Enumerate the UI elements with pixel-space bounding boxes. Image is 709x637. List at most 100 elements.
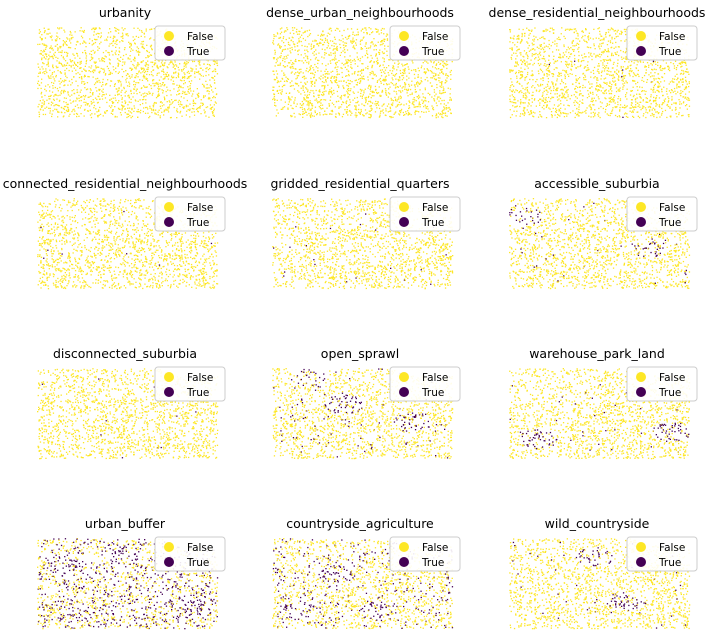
map-point bbox=[183, 69, 184, 70]
map-point bbox=[48, 29, 49, 30]
map-point bbox=[41, 79, 42, 80]
map-point bbox=[531, 31, 532, 32]
map-point bbox=[68, 94, 69, 95]
map-point bbox=[566, 116, 567, 117]
map-point bbox=[608, 29, 609, 30]
map-point bbox=[418, 95, 419, 96]
map-point bbox=[557, 117, 558, 118]
map-point bbox=[412, 60, 413, 61]
map-point bbox=[56, 32, 57, 33]
map-point bbox=[272, 87, 273, 88]
map-point bbox=[440, 98, 441, 99]
map-point bbox=[106, 40, 107, 41]
map-point bbox=[57, 105, 58, 106]
map-point bbox=[280, 81, 281, 82]
map-point bbox=[521, 76, 522, 77]
map-point bbox=[297, 103, 298, 104]
map-point bbox=[510, 117, 511, 118]
map-point bbox=[541, 70, 542, 71]
map-point bbox=[421, 80, 422, 81]
map-point bbox=[639, 86, 640, 87]
map-point bbox=[415, 86, 416, 87]
map-point bbox=[93, 28, 94, 29]
map-point bbox=[138, 111, 139, 112]
map-point bbox=[392, 83, 393, 84]
map-point bbox=[84, 76, 85, 77]
map-point bbox=[295, 97, 296, 98]
map-point bbox=[64, 31, 65, 32]
map-point bbox=[199, 63, 200, 64]
map-point bbox=[347, 28, 348, 29]
map-point bbox=[205, 75, 206, 76]
map-point bbox=[382, 51, 383, 52]
map-point bbox=[301, 27, 302, 28]
map-point bbox=[643, 81, 644, 82]
map-point bbox=[217, 73, 218, 74]
map-point bbox=[385, 90, 386, 91]
map-point bbox=[329, 29, 330, 30]
map-point bbox=[335, 62, 336, 63]
map-point bbox=[55, 52, 56, 53]
map-point bbox=[539, 52, 540, 53]
map-point bbox=[129, 108, 130, 109]
map-point bbox=[442, 73, 443, 74]
map-point bbox=[638, 106, 639, 107]
map-point bbox=[327, 85, 328, 86]
map-point bbox=[182, 107, 183, 108]
map-point bbox=[686, 87, 687, 88]
map-point bbox=[607, 105, 608, 106]
map-point bbox=[81, 90, 82, 91]
map-point bbox=[538, 85, 539, 86]
map-point bbox=[158, 89, 159, 90]
map-point bbox=[348, 80, 349, 81]
map-point bbox=[602, 92, 603, 93]
map-point bbox=[554, 69, 555, 70]
map-point bbox=[358, 109, 359, 110]
map-point bbox=[411, 94, 412, 95]
map-point bbox=[424, 68, 425, 69]
map-point bbox=[447, 116, 448, 117]
map-point bbox=[64, 58, 65, 59]
map-point bbox=[417, 77, 418, 78]
map-point bbox=[632, 90, 633, 91]
map-point bbox=[568, 47, 569, 48]
map-point bbox=[402, 65, 403, 66]
map-point bbox=[631, 61, 632, 62]
map-point bbox=[178, 94, 179, 95]
map-point bbox=[95, 39, 96, 40]
map-point bbox=[542, 95, 543, 96]
map-point bbox=[527, 105, 528, 106]
map-point bbox=[432, 72, 433, 73]
map-point bbox=[329, 55, 330, 56]
map-point bbox=[58, 52, 59, 53]
map-point bbox=[138, 109, 139, 110]
map-point bbox=[527, 87, 528, 88]
map-point bbox=[55, 87, 56, 88]
map-point bbox=[610, 115, 611, 116]
map-point bbox=[515, 58, 516, 59]
map-point bbox=[442, 92, 443, 93]
map-point bbox=[619, 110, 620, 111]
map-point bbox=[140, 72, 141, 73]
map-point bbox=[368, 101, 369, 102]
map-point bbox=[198, 61, 199, 62]
map-point bbox=[185, 63, 186, 64]
map-point bbox=[105, 84, 106, 85]
map-point bbox=[69, 34, 70, 35]
map-point bbox=[388, 75, 389, 76]
map-point bbox=[529, 51, 530, 52]
map-point bbox=[278, 65, 279, 66]
map-point bbox=[67, 107, 68, 108]
map-point bbox=[93, 34, 94, 35]
map-point bbox=[172, 101, 173, 102]
map-point bbox=[625, 75, 626, 76]
map-point bbox=[85, 53, 86, 54]
map-point bbox=[528, 112, 529, 113]
map-point bbox=[687, 97, 688, 98]
map-point bbox=[396, 83, 397, 84]
map-point bbox=[518, 64, 519, 65]
map-point bbox=[575, 75, 576, 76]
map-point bbox=[449, 107, 450, 108]
map-point bbox=[330, 60, 331, 61]
map-point bbox=[630, 111, 631, 112]
